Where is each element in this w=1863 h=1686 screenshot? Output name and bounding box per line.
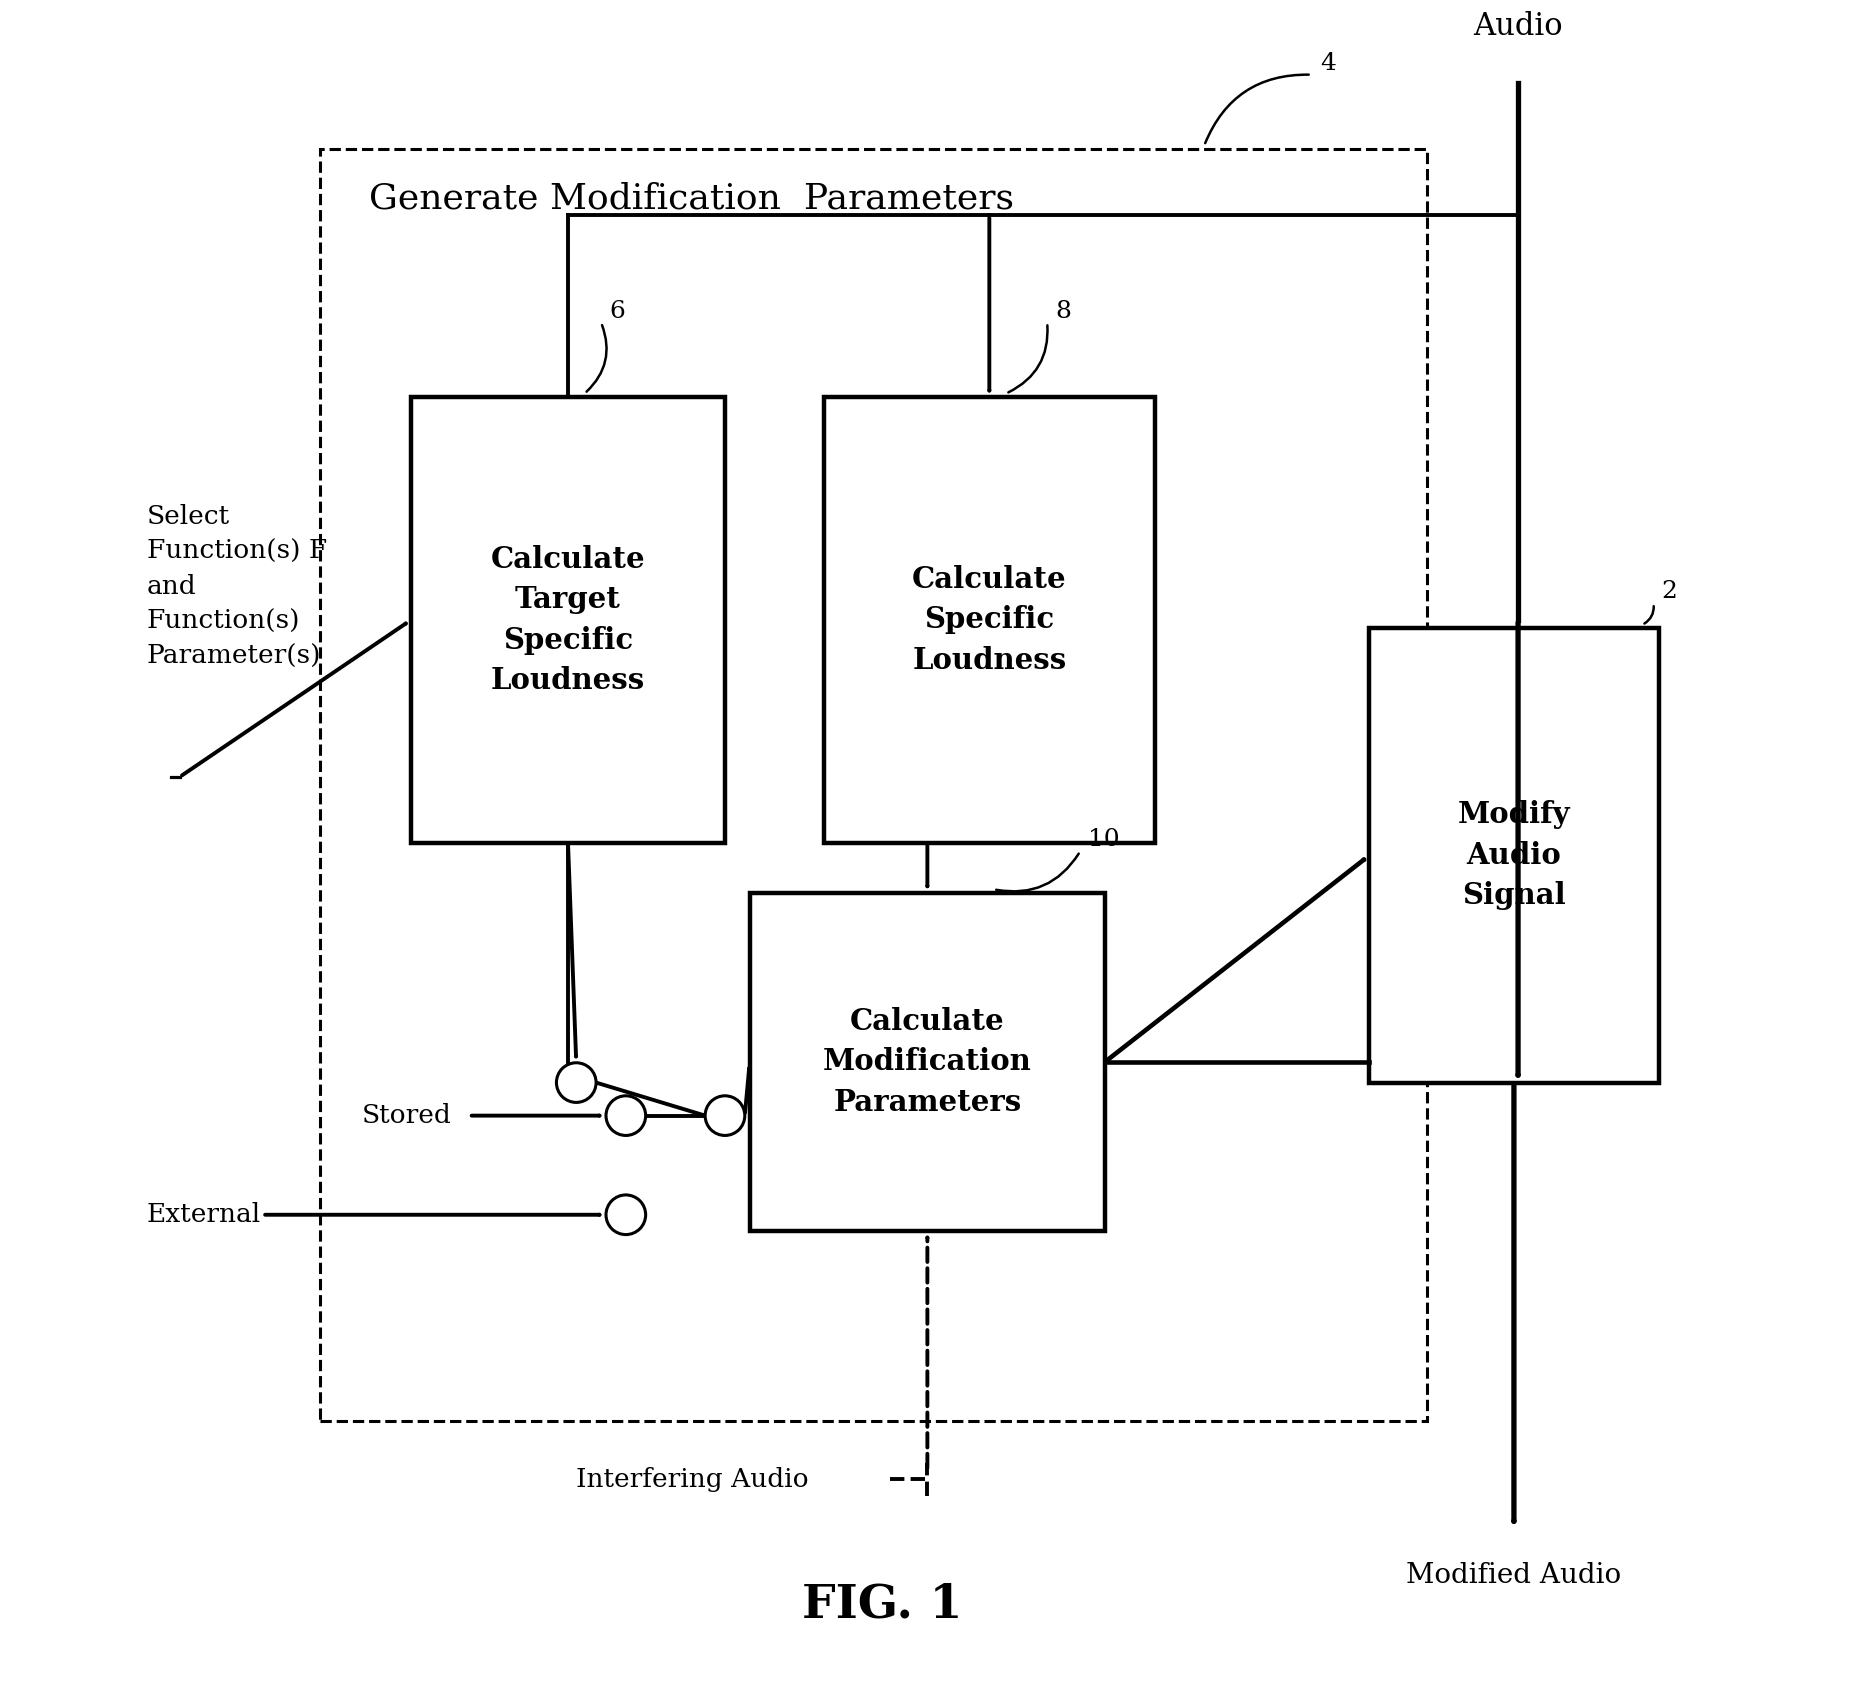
Bar [823, 396, 1155, 843]
Text: Calculate
Target
Specific
Loudness: Calculate Target Specific Loudness [490, 545, 645, 695]
Text: Stored: Stored [361, 1103, 451, 1128]
Bar [1369, 629, 1658, 1082]
Text: Interfering Audio: Interfering Audio [576, 1467, 809, 1492]
Text: Select
Function(s) F
and
Function(s)
Parameter(s): Select Function(s) F and Function(s) Par… [147, 504, 326, 669]
Text: 10: 10 [1088, 828, 1120, 851]
Text: 2: 2 [1662, 580, 1679, 604]
Circle shape [557, 1062, 596, 1103]
Bar [320, 148, 1427, 1421]
Text: FIG. 1: FIG. 1 [801, 1581, 961, 1629]
Bar [412, 396, 725, 843]
Text: Calculate
Specific
Loudness: Calculate Specific Loudness [913, 565, 1067, 674]
Text: 8: 8 [1056, 300, 1071, 322]
Text: Modified Audio: Modified Audio [1407, 1561, 1621, 1588]
Text: 4: 4 [1319, 52, 1336, 74]
Text: Modify
Audio
Signal: Modify Audio Signal [1457, 801, 1571, 910]
Text: External: External [147, 1202, 261, 1227]
Text: Audio: Audio [1474, 10, 1563, 42]
Text: Generate Modification  Parameters: Generate Modification Parameters [369, 182, 1015, 216]
Text: 6: 6 [609, 300, 626, 322]
Text: Calculate
Modification
Parameters: Calculate Modification Parameters [823, 1007, 1032, 1116]
Bar [749, 892, 1105, 1231]
Circle shape [605, 1096, 646, 1135]
Circle shape [605, 1195, 646, 1234]
Circle shape [704, 1096, 745, 1135]
